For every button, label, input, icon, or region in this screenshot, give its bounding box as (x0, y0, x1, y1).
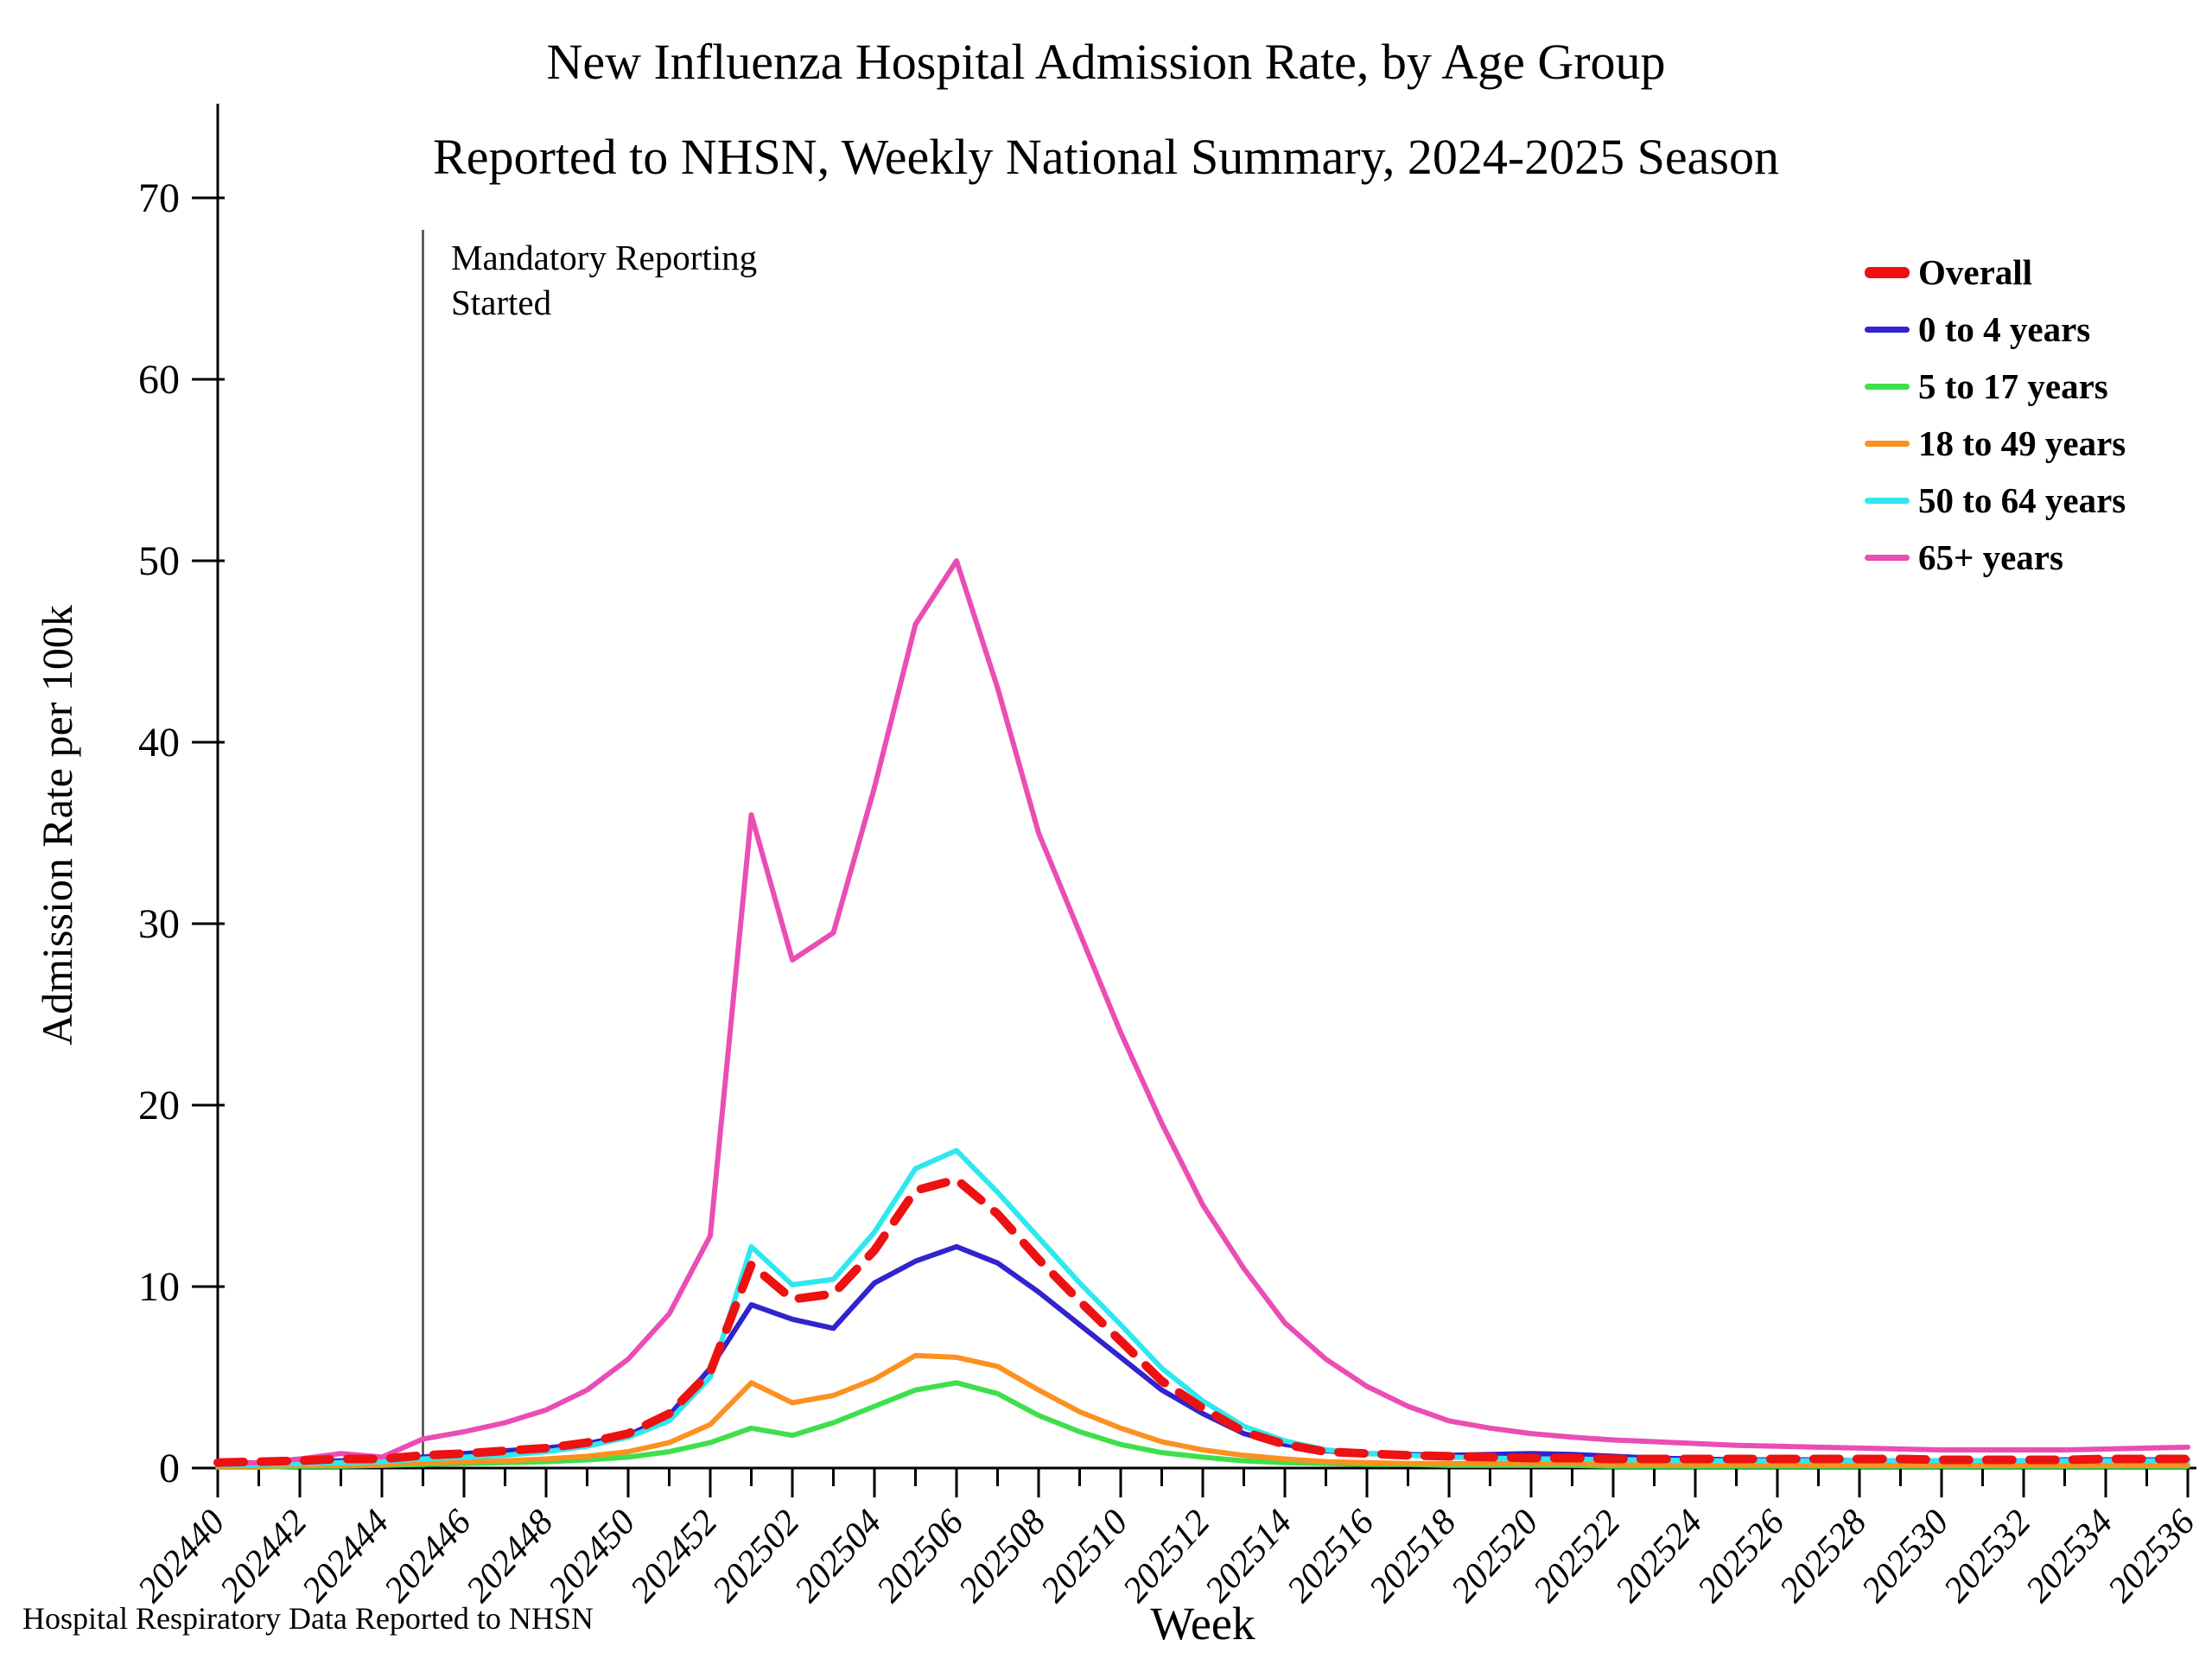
y-tick-label: 0 (159, 1446, 180, 1491)
legend-swatch (1865, 554, 1910, 561)
chart-subtitle: Reported to NHSN, Weekly National Summar… (433, 129, 1779, 185)
y-tick-label: 20 (138, 1083, 180, 1128)
x-tick-label: 202450 (541, 1503, 643, 1610)
legend-item-0-to-4-years: 0 to 4 years (1865, 301, 2126, 358)
x-axis-title: Week (1150, 1598, 1255, 1649)
legend-swatch (1865, 383, 1910, 390)
x-tick-label: 202502 (705, 1503, 807, 1610)
x-tick-label: 202520 (1444, 1503, 1546, 1610)
x-tick-label: 202516 (1280, 1503, 1382, 1610)
x-tick-label: 202506 (869, 1503, 971, 1610)
legend-swatch (1865, 440, 1910, 447)
x-tick-label: 202536 (2101, 1503, 2202, 1610)
annotation-line2: Started (451, 283, 552, 323)
x-tick-label: 202442 (213, 1503, 315, 1610)
x-tick-label: 202440 (130, 1503, 232, 1610)
x-tick-label: 202514 (1198, 1503, 1300, 1610)
x-tick-label: 202522 (1526, 1503, 1628, 1610)
legend-label: 5 to 17 years (1918, 366, 2108, 406)
series-line-0-to-4-years (215, 1243, 2190, 1466)
footer-source-text: Hospital Respiratory Data Reported to NH… (22, 1601, 594, 1636)
y-tick-label: 40 (138, 720, 180, 766)
x-tick-label: 202526 (1690, 1503, 1792, 1610)
legend-item-overall: Overall (1865, 244, 2126, 301)
series-line-65-years (215, 558, 2190, 1467)
x-tick-label: 202452 (623, 1503, 725, 1610)
legend-swatch (1865, 266, 1910, 278)
y-tick-label: 60 (138, 357, 180, 403)
legend-item-5-to-17-years: 5 to 17 years (1865, 358, 2126, 415)
x-tick-label: 202508 (951, 1503, 1053, 1610)
x-tick-label: 202532 (1936, 1503, 2038, 1610)
mandatory-reporting-annotation: Mandatory Reporting Started (451, 235, 757, 326)
legend: Overall 0 to 4 years 5 to 17 years 18 to 49… (1865, 244, 2126, 586)
y-tick-label: 30 (138, 901, 180, 947)
x-tick-label: 202518 (1362, 1503, 1464, 1610)
legend-label: 0 to 4 years (1918, 309, 2091, 349)
x-tick-label: 202448 (459, 1503, 561, 1610)
legend-item-18-to-49-years: 18 to 49 years (1865, 415, 2126, 472)
y-axis-title: Admission Rate per 100k (33, 605, 81, 1046)
x-tick-label: 202528 (1772, 1503, 1874, 1610)
x-tick-label: 202504 (787, 1503, 889, 1610)
legend-label: 65+ years (1918, 537, 2063, 577)
legend-swatch (1865, 326, 1910, 333)
series-line-18-to-49-years (215, 1352, 2190, 1469)
x-tick-label: 202512 (1116, 1503, 1217, 1610)
x-tick-label: 202444 (295, 1503, 397, 1610)
series-line-overall (213, 1175, 2192, 1467)
legend-item-50-to-64-years: 50 to 64 years (1865, 472, 2126, 529)
y-tick-label: 10 (138, 1264, 180, 1310)
legend-label: Overall (1918, 252, 2033, 292)
annotation-line1: Mandatory Reporting (451, 238, 758, 277)
legend-label: 18 to 49 years (1918, 423, 2126, 463)
x-tick-label: 202446 (377, 1503, 479, 1610)
x-tick-label: 202524 (1608, 1503, 1710, 1610)
chart-title: New Influenza Hospital Admission Rate, b… (546, 34, 1666, 90)
x-tick-label: 202510 (1033, 1503, 1135, 1610)
legend-item-65-years: 65+ years (1865, 529, 2126, 586)
legend-label: 50 to 64 years (1918, 480, 2126, 520)
x-tick-label: 202530 (1854, 1503, 1956, 1610)
y-tick-label: 70 (138, 175, 180, 221)
y-tick-label: 50 (138, 538, 180, 584)
legend-swatch (1865, 497, 1910, 504)
x-tick-label: 202534 (2018, 1503, 2120, 1610)
